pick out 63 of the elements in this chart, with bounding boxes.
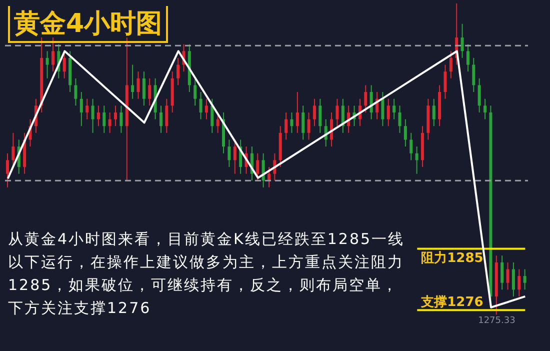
- candlestick: [216, 112, 220, 134]
- candlestick: [108, 112, 112, 134]
- candlestick: [523, 268, 526, 290]
- candlestick: [114, 105, 118, 127]
- candlestick: [136, 71, 140, 100]
- candlestick: [432, 98, 436, 127]
- candlestick: [142, 71, 146, 106]
- candlestick: [460, 23, 464, 58]
- candlestick: [102, 105, 106, 134]
- candlestick: [318, 98, 322, 134]
- candlestick: [86, 98, 89, 120]
- candlestick: [96, 105, 100, 127]
- candlestick: [120, 105, 123, 134]
- candlestick: [148, 78, 152, 106]
- candlestick: [500, 255, 504, 290]
- candlestick: [506, 262, 510, 290]
- candlestick: [381, 92, 384, 127]
- candlestick: [478, 78, 481, 113]
- candlestick: [444, 64, 447, 100]
- candlestick: [415, 146, 418, 174]
- candlestick: [131, 64, 134, 100]
- candlestick: [392, 98, 396, 120]
- candlestick: [12, 132, 15, 168]
- chart-title: 黄金4小时图: [8, 6, 168, 43]
- ref-line-label: 阻力1285: [421, 250, 484, 266]
- candlestick: [256, 152, 260, 182]
- candlestick: [91, 98, 94, 134]
- candlestick: [302, 105, 305, 140]
- candlestick: [194, 78, 197, 106]
- candlestick: [466, 44, 470, 72]
- candlestick: [210, 98, 214, 134]
- ref-line-label: 支撑1276: [420, 295, 484, 310]
- candlestick: [364, 84, 368, 113]
- candlestick: [296, 92, 299, 134]
- candlestick: [290, 112, 294, 134]
- candlestick: [233, 139, 236, 174]
- candlestick: [410, 132, 413, 161]
- candlestick: [512, 262, 515, 297]
- candlestick: [449, 50, 452, 79]
- candlestick: [228, 139, 231, 168]
- candlestick: [386, 98, 390, 127]
- candlestick: [307, 112, 310, 140]
- annotation: 1275.33: [478, 316, 516, 326]
- candlestick: [484, 98, 487, 120]
- candlestick: [46, 50, 49, 79]
- candlestick: [398, 105, 402, 134]
- candlestick: [199, 92, 202, 120]
- candlestick: [404, 118, 407, 148]
- candlestick: [176, 57, 180, 86]
- candlestick: [62, 50, 66, 79]
- annotation: 从黄金4小时图来看，目前黄金K线已经跌至1285一线以下运行，在操作上建议做多为主，上方重点关注阻力1285，如果破位，可继续持有，反之，则布局空单，下方关注支撑1276: [8, 229, 406, 319]
- candlestick: [74, 78, 78, 106]
- candlestick: [204, 98, 208, 120]
- candlestick: [165, 98, 168, 134]
- candlestick: [159, 105, 162, 134]
- candlestick: [80, 92, 83, 127]
- candlestick: [51, 36, 54, 72]
- candlestick: [336, 98, 339, 127]
- candlestick: [284, 112, 288, 140]
- candlestick: [6, 152, 9, 188]
- candlestick: [518, 268, 521, 297]
- candlestick: [472, 57, 476, 93]
- candlestick: [312, 98, 316, 127]
